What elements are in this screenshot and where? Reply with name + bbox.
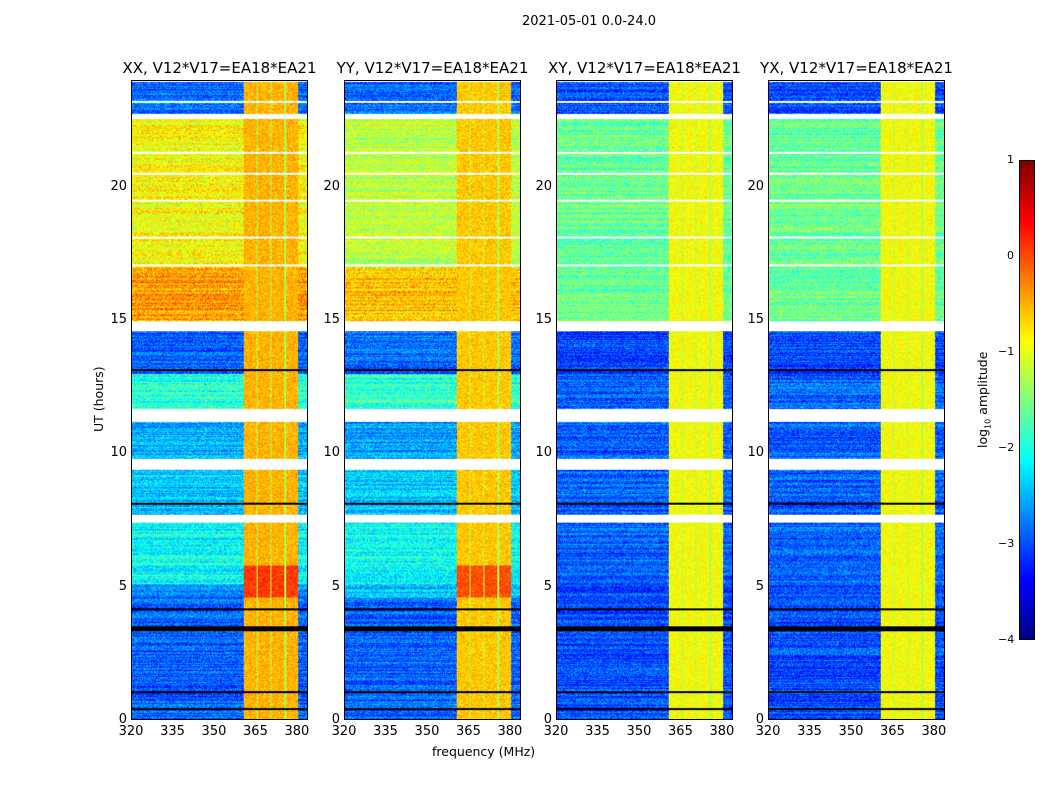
waterfall-panel-3 bbox=[768, 80, 945, 720]
y-tick-label: 15 bbox=[747, 312, 764, 327]
x-tick-label: 365 bbox=[668, 724, 693, 739]
panel-title: XX, V12*V17=EA18*EA21 bbox=[122, 59, 317, 77]
y-tick-label: 20 bbox=[747, 178, 764, 194]
x-tick-label: 365 bbox=[880, 724, 905, 739]
y-tick-label: 15 bbox=[110, 312, 127, 327]
x-tick-label: 350 bbox=[414, 724, 440, 739]
x-tick-label: 380 bbox=[921, 724, 947, 739]
colorbar-tick-label: −1 bbox=[998, 345, 1015, 358]
x-tick-label: 380 bbox=[709, 724, 735, 739]
x-axis-label: frequency (MHz) bbox=[432, 744, 536, 759]
waterfall-image bbox=[132, 81, 307, 719]
y-axis-label: UT (hours) bbox=[91, 366, 106, 432]
y-tick-label: 5 bbox=[755, 578, 764, 594]
x-tick-label: 365 bbox=[456, 724, 481, 739]
panel-title: YY, V12*V17=EA18*EA21 bbox=[336, 59, 529, 77]
x-tick-label: 350 bbox=[201, 724, 227, 739]
x-tick-label: 320 bbox=[755, 724, 781, 739]
x-tick-label: 320 bbox=[118, 724, 144, 739]
colorbar-tick-label: −2 bbox=[998, 441, 1015, 454]
x-tick-label: 335 bbox=[373, 724, 398, 739]
x-tick-label: 320 bbox=[331, 724, 357, 739]
colorbar bbox=[1019, 160, 1035, 640]
y-tick-label: 10 bbox=[747, 445, 764, 461]
panel-title: XY, V12*V17=EA18*EA21 bbox=[548, 59, 741, 77]
x-tick-label: 380 bbox=[497, 724, 523, 739]
x-tick-label: 320 bbox=[543, 724, 569, 739]
x-tick-label: 335 bbox=[160, 724, 185, 739]
waterfall-image bbox=[769, 81, 944, 719]
y-tick-label: 15 bbox=[535, 312, 552, 327]
figure-title: 2021-05-01 0.0-24.0 bbox=[522, 14, 656, 29]
y-tick-label: 5 bbox=[118, 578, 127, 594]
y-tick-label: 15 bbox=[323, 312, 340, 327]
colorbar-tick-label: 1 bbox=[1007, 153, 1014, 166]
colorbar-label: log10 amplitude bbox=[975, 351, 993, 448]
y-tick-label: 20 bbox=[323, 178, 340, 194]
x-tick-label: 350 bbox=[626, 724, 652, 739]
y-tick-label: 0 bbox=[755, 712, 764, 727]
x-tick-label: 335 bbox=[797, 724, 822, 739]
x-tick-label: 365 bbox=[243, 724, 268, 739]
waterfall-image bbox=[345, 81, 520, 719]
waterfall-image bbox=[557, 81, 732, 719]
panel-title: YX, V12*V17=EA18*EA21 bbox=[760, 59, 953, 77]
y-tick-label: 5 bbox=[331, 578, 340, 594]
y-tick-label: 0 bbox=[331, 712, 340, 727]
x-tick-label: 335 bbox=[585, 724, 610, 739]
y-tick-label: 10 bbox=[110, 445, 127, 461]
colorbar-tick-label: −4 bbox=[998, 633, 1015, 646]
waterfall-panel-1 bbox=[344, 80, 521, 720]
y-tick-label: 10 bbox=[535, 445, 552, 461]
waterfall-panel-2 bbox=[556, 80, 733, 720]
y-tick-label: 0 bbox=[118, 712, 127, 727]
y-tick-label: 20 bbox=[110, 178, 127, 194]
x-tick-label: 350 bbox=[838, 724, 864, 739]
waterfall-panel-0 bbox=[131, 80, 308, 720]
y-tick-label: 10 bbox=[323, 445, 340, 461]
colorbar-tick-label: −3 bbox=[998, 537, 1015, 550]
colorbar-tick-label: 0 bbox=[1007, 249, 1014, 262]
y-tick-label: 5 bbox=[543, 578, 552, 594]
y-tick-label: 20 bbox=[535, 178, 552, 194]
y-tick-label: 0 bbox=[543, 712, 552, 727]
x-tick-label: 380 bbox=[284, 724, 310, 739]
